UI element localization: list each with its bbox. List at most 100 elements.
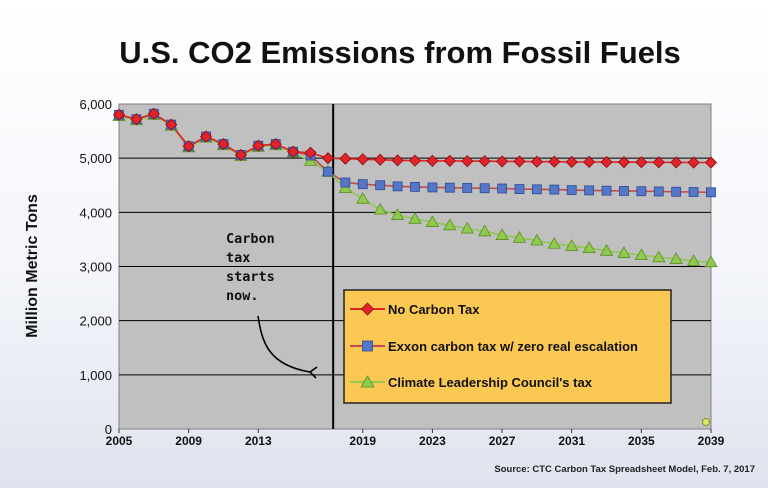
y-tick-labels: 0 1,000 2,000 3,000 4,000 5,000 6,000 — [79, 97, 112, 437]
y-tick-label: 3,000 — [79, 260, 112, 275]
point-exxon-tax — [653, 186, 664, 197]
point-exxon-tax — [671, 186, 682, 197]
stray-point-marker — [702, 418, 710, 426]
annotation-line-1: Carbon — [226, 231, 275, 247]
point-exxon-tax — [688, 187, 699, 197]
point-climate-council — [617, 246, 631, 258]
point-no-carbon-tax — [234, 148, 247, 161]
y-tick-label: 0 — [105, 422, 112, 437]
point-no-carbon-tax — [495, 155, 509, 168]
point-climate-council — [512, 230, 527, 243]
legend-marker-exxon — [362, 340, 373, 352]
annotation-line-3: starts — [226, 269, 275, 285]
point-exxon-tax — [497, 183, 507, 194]
legend-marker-no-carbon-tax — [360, 302, 375, 316]
x-tick-label: 2023 — [419, 434, 446, 448]
x-tick-label: 2009 — [175, 434, 202, 448]
point-no-carbon-tax — [217, 138, 230, 151]
point-no-carbon-tax — [426, 154, 439, 167]
point-exxon-tax — [392, 181, 403, 192]
series-markers — [112, 107, 718, 268]
point-climate-council — [356, 191, 370, 204]
legend: No Carbon Tax Exxon carbon tax w/ zero r… — [343, 289, 672, 404]
point-exxon-tax — [375, 180, 386, 191]
x-tick-labels: 2005 2009 2013 2019 2023 2027 2031 2035 2039 — [106, 429, 725, 448]
point-climate-council — [390, 208, 405, 220]
y-tick-label: 5,000 — [79, 151, 112, 166]
point-climate-council — [373, 202, 387, 215]
point-no-carbon-tax — [252, 139, 265, 152]
source-note: Source: CTC Carbon Tax Spreadsheet Model… — [494, 464, 755, 475]
point-exxon-tax — [531, 184, 542, 195]
point-exxon-tax — [357, 179, 368, 190]
point-no-carbon-tax — [339, 152, 352, 165]
legend-label-climate-council: Climate Leadership Council's tax — [388, 375, 593, 390]
point-climate-council — [425, 215, 440, 227]
legend-marker-climate-council — [360, 375, 375, 388]
annotation-line-4: now. — [226, 288, 259, 304]
annotation-arrow — [257, 315, 311, 373]
point-climate-council — [704, 255, 718, 268]
chart-title: U.S. CO2 Emissions from Fossil Fuels — [119, 35, 681, 70]
point-no-carbon-tax — [165, 118, 178, 131]
point-climate-council — [599, 243, 614, 256]
point-climate-council — [443, 218, 457, 231]
x-tick-label: 2035 — [628, 434, 655, 448]
legend-box — [343, 289, 672, 404]
point-climate-council — [547, 236, 561, 249]
y-tick-label: 6,000 — [79, 97, 112, 112]
point-climate-council — [634, 248, 649, 261]
y-tick-label: 1,000 — [79, 368, 112, 383]
point-no-carbon-tax — [548, 155, 561, 168]
legend-label-no-carbon-tax: No Carbon Tax — [388, 302, 480, 317]
point-no-carbon-tax — [182, 140, 195, 153]
point-no-carbon-tax — [356, 153, 369, 166]
point-no-carbon-tax — [408, 154, 422, 167]
y-tick-label: 4,000 — [79, 205, 112, 220]
point-exxon-tax — [619, 186, 629, 196]
point-no-carbon-tax — [199, 130, 213, 143]
point-no-carbon-tax — [635, 156, 648, 169]
point-no-carbon-tax — [617, 156, 631, 169]
point-exxon-tax — [427, 182, 438, 193]
point-no-carbon-tax — [147, 107, 160, 120]
point-exxon-tax — [444, 182, 455, 193]
point-exxon-tax — [462, 183, 473, 193]
point-no-carbon-tax — [652, 156, 665, 169]
point-climate-council — [686, 254, 701, 266]
point-no-carbon-tax — [443, 154, 456, 167]
point-no-carbon-tax — [391, 154, 404, 167]
x-tick-label: 2005 — [106, 434, 133, 448]
point-climate-council — [477, 224, 492, 237]
legend-label-exxon: Exxon carbon tax w/ zero real escalation — [388, 339, 638, 354]
point-exxon-tax — [584, 185, 595, 196]
point-no-carbon-tax — [461, 155, 474, 168]
point-no-carbon-tax — [565, 155, 578, 169]
point-no-carbon-tax — [287, 145, 300, 158]
point-climate-council — [530, 233, 544, 246]
point-climate-council — [495, 228, 509, 240]
point-no-carbon-tax — [670, 156, 683, 169]
point-exxon-tax — [323, 166, 333, 177]
x-tick-label: 2013 — [245, 434, 272, 448]
point-climate-council — [652, 250, 666, 263]
point-exxon-tax — [340, 177, 351, 188]
point-no-carbon-tax — [478, 155, 491, 168]
point-no-carbon-tax — [112, 108, 126, 121]
annotation-line-2: tax — [226, 250, 250, 266]
y-axis-label: Million Metric Tons — [24, 194, 41, 338]
point-climate-council — [582, 241, 596, 253]
point-climate-council — [565, 239, 579, 251]
x-tick-label: 2039 — [698, 434, 725, 448]
point-exxon-tax — [636, 186, 647, 197]
point-exxon-tax — [410, 181, 420, 192]
point-no-carbon-tax — [687, 156, 700, 169]
point-no-carbon-tax — [304, 146, 317, 159]
x-tick-label: 2027 — [489, 434, 516, 448]
point-exxon-tax — [566, 185, 577, 196]
annotation-carbon-tax: Carbon tax starts now. — [226, 231, 318, 379]
point-no-carbon-tax — [374, 153, 387, 166]
x-tick-label: 2031 — [558, 434, 585, 448]
point-no-carbon-tax — [130, 113, 143, 126]
